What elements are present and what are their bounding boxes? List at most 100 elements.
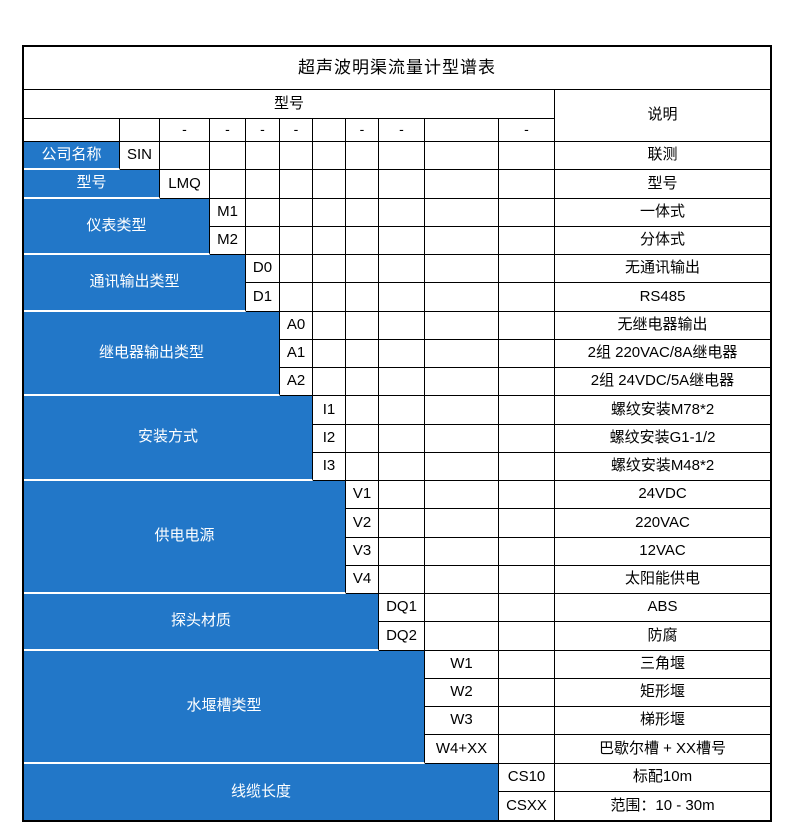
empty-cell xyxy=(499,255,555,284)
group-label-installation: 安装方式 xyxy=(24,396,313,481)
empty-cell xyxy=(313,255,346,284)
description-cell: 一体式 xyxy=(555,199,770,227)
empty-cell xyxy=(379,452,425,481)
empty-cell xyxy=(425,396,499,425)
empty-cell xyxy=(425,283,499,312)
description-cell: 12VAC xyxy=(555,538,770,566)
description-cell: 范围：10 - 30m xyxy=(610,796,715,814)
model-number-header: 型号 xyxy=(24,90,555,119)
description-cell: 螺纹安装G1-1/2 xyxy=(555,425,770,453)
empty-cell xyxy=(346,142,379,171)
empty-cell xyxy=(425,368,499,397)
empty-cell xyxy=(499,339,555,368)
empty-cell xyxy=(346,311,379,340)
empty-cell xyxy=(313,170,346,199)
empty-cell xyxy=(379,142,425,171)
empty-cell xyxy=(499,368,555,397)
empty-cell xyxy=(499,481,555,510)
code-cell: CS10 xyxy=(499,763,555,792)
empty-cell xyxy=(210,142,246,171)
code-cell: LMQ xyxy=(160,170,210,199)
empty-cell xyxy=(499,170,555,199)
description-cell: 无继电器输出 xyxy=(555,312,770,340)
empty-cell xyxy=(313,226,346,255)
empty-cell xyxy=(379,198,425,227)
empty-cell xyxy=(313,368,346,397)
code-cell: A0 xyxy=(280,311,313,340)
description-cell: 型号 xyxy=(555,170,770,199)
description-cell: 三角堰 xyxy=(555,651,770,679)
empty-cell xyxy=(379,565,425,594)
empty-cell xyxy=(346,339,379,368)
empty-cell xyxy=(313,142,346,171)
empty-cell xyxy=(499,650,555,679)
empty-cell xyxy=(425,565,499,594)
empty-cell xyxy=(499,537,555,566)
empty-cell xyxy=(246,142,280,171)
dash-cell-m: - xyxy=(210,119,246,142)
empty-cell xyxy=(425,170,499,199)
code-cell: V3 xyxy=(346,537,379,566)
dash-cell-w xyxy=(425,119,499,142)
code-cell: W4+XX xyxy=(425,735,499,764)
empty-cell xyxy=(499,509,555,538)
code-cell: W1 xyxy=(425,650,499,679)
empty-cell xyxy=(280,170,313,199)
description-cell: 螺纹安装M78*2 xyxy=(555,396,770,425)
empty-cell xyxy=(379,170,425,199)
code-cell: V1 xyxy=(346,481,379,510)
code-cell: SIN xyxy=(120,142,160,171)
group-label-weir-type: 水堰槽类型 xyxy=(24,650,425,764)
description-cell: 矩形堰 xyxy=(555,679,770,707)
empty-cell xyxy=(499,283,555,312)
empty-cell xyxy=(280,198,313,227)
empty-cell xyxy=(246,170,280,199)
dash-cell-dq: - xyxy=(379,119,425,142)
empty-cell xyxy=(280,283,313,312)
description-cell: 防腐 xyxy=(555,622,770,651)
code-cell: CSXX xyxy=(499,791,555,820)
empty-cell xyxy=(499,142,555,171)
description-cell: 220VAC xyxy=(555,509,770,538)
empty-cell xyxy=(379,226,425,255)
dash-cell-sin xyxy=(120,119,160,142)
code-cell: W2 xyxy=(425,678,499,707)
empty-cell xyxy=(379,311,425,340)
empty-cell xyxy=(425,622,499,651)
empty-cell xyxy=(499,735,555,764)
description-cell: 24VDC xyxy=(555,481,770,510)
empty-cell xyxy=(425,594,499,623)
empty-cell xyxy=(379,368,425,397)
empty-cell xyxy=(425,142,499,171)
empty-cell xyxy=(313,311,346,340)
empty-cell xyxy=(280,142,313,171)
dash-cell-a: - xyxy=(280,119,313,142)
model-spectrum-table: 超声波明渠流量计型谱表 型号 说明 - - - - - - - 公司名称 型号 … xyxy=(22,45,772,822)
empty-cell xyxy=(379,509,425,538)
empty-cell xyxy=(425,311,499,340)
empty-cell xyxy=(499,452,555,481)
empty-cell xyxy=(425,226,499,255)
empty-cell xyxy=(425,198,499,227)
code-cell: A1 xyxy=(280,339,313,368)
dash-cell-lmq: - xyxy=(160,119,210,142)
dash-cell-v: - xyxy=(346,119,379,142)
empty-cell xyxy=(379,283,425,312)
empty-cell xyxy=(379,339,425,368)
description-cell: 螺纹安装M48*2 xyxy=(555,453,770,481)
empty-cell xyxy=(346,283,379,312)
dash-cell-d: - xyxy=(246,119,280,142)
code-cell: D1 xyxy=(246,283,280,312)
code-cell: DQ1 xyxy=(379,594,425,623)
code-cell: I2 xyxy=(313,424,346,453)
code-cell: V2 xyxy=(346,509,379,538)
code-cell: D0 xyxy=(246,255,280,284)
empty-cell xyxy=(346,255,379,284)
dash-cell-cs: - xyxy=(499,119,555,142)
group-label-comm-output: 通讯输出类型 xyxy=(24,255,246,312)
empty-cell xyxy=(280,255,313,284)
description-cell: 标配10m xyxy=(555,764,770,792)
empty-cell xyxy=(425,481,499,510)
description-cell: 巴歇尔槽 + XX槽号 xyxy=(555,735,770,764)
code-cell: W3 xyxy=(425,707,499,736)
